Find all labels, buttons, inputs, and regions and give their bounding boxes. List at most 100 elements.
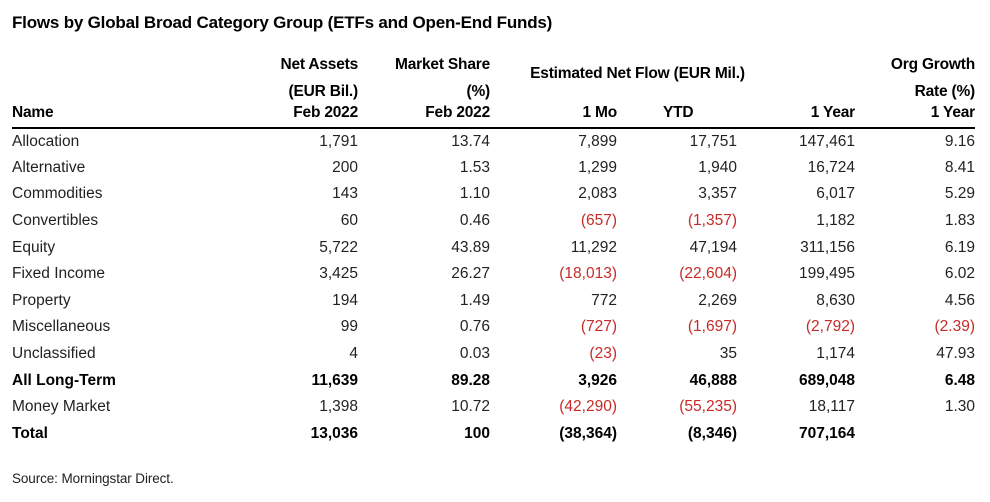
cell-flow-1year: 6,017: [816, 185, 855, 203]
cell-market-share: 43.89: [451, 238, 490, 256]
cell-flow-1year: 1,174: [816, 345, 855, 363]
header-spacer: [12, 74, 232, 101]
cell-org-growth-rate: 1.83: [944, 212, 975, 230]
col-header-net-assets-date: Feb 2022: [232, 101, 358, 129]
cell-flow-1mo: 1,299: [578, 158, 617, 176]
table-row: Fixed Income 3,425 26.27 (18,013) (22,60…: [12, 261, 975, 288]
table-row: Alternative 200 1.53 1,299 1,940 16,724 …: [12, 155, 975, 182]
cell-org-growth-rate: 5.29: [944, 185, 975, 203]
row-category-name: Fixed Income: [12, 265, 106, 283]
row-category-name: Equity: [12, 238, 56, 256]
cell-org-growth-rate: 6.48: [944, 371, 975, 389]
cell-flow-1year: 311,156: [800, 238, 855, 256]
cell-org-growth-rate: 6.19: [944, 238, 975, 256]
cell-flow-ytd: 1,940: [698, 158, 737, 176]
cell-market-share: 1.10: [459, 185, 490, 203]
cell-org-growth-rate: 8.41: [944, 158, 975, 176]
table-row: Money Market 1,398 10.72 (42,290) (55,23…: [12, 394, 975, 421]
row-category-name: Allocation: [12, 132, 80, 150]
cell-flow-ytd: 46,888: [689, 371, 737, 389]
col-header-flow-1mo: 1 Mo: [490, 101, 617, 129]
cell-flow-1year: 1,182: [816, 212, 855, 230]
table-row: Property 194 1.49 772 2,269 8,630 4.56: [12, 288, 975, 315]
cell-market-share: 1.49: [459, 291, 490, 309]
cell-org-growth-rate: 47.93: [936, 345, 975, 363]
flows-table: Net Assets Market Share Estimated Net Fl…: [12, 47, 975, 447]
row-category-name: Unclassified: [12, 345, 96, 363]
cell-org-growth-rate: 1.30: [944, 398, 975, 416]
row-category-name: Convertibles: [12, 212, 99, 230]
cell-flow-1mo: 772: [591, 291, 617, 309]
row-category-name: Miscellaneous: [12, 318, 111, 336]
cell-net-assets: 1,398: [319, 398, 358, 416]
col-header-market-share-line2: (%): [466, 83, 490, 100]
cell-net-assets: 5,722: [319, 238, 358, 256]
cell-market-share: 26.27: [451, 265, 490, 283]
table-row: Convertibles 60 0.46 (657) (1,357) 1,182…: [12, 208, 975, 235]
cell-net-assets: 60: [340, 212, 358, 230]
cell-flow-1mo: (23): [589, 345, 617, 363]
cell-net-assets: 4: [349, 345, 358, 363]
col-header-name: Name: [12, 101, 232, 129]
cell-org-growth-rate: 9.16: [944, 132, 975, 150]
table-row: Commodities 143 1.10 2,083 3,357 6,017 5…: [12, 181, 975, 208]
cell-market-share: 89.28: [451, 371, 490, 389]
table-row: Unclassified 4 0.03 (23) 35 1,174 47.93: [12, 341, 975, 368]
cell-flow-1year: 8,630: [816, 291, 855, 309]
cell-flow-ytd: 47,194: [689, 238, 737, 256]
cell-flow-ytd: 2,269: [698, 291, 737, 309]
cell-flow-1year: 18,117: [808, 398, 855, 416]
row-category-name: Commodities: [12, 185, 103, 203]
cell-flow-ytd: (22,604): [679, 265, 737, 283]
cell-flow-1mo: 11,292: [570, 238, 617, 256]
col-header-market-share-date: Feb 2022: [358, 101, 490, 129]
cell-net-assets: 11,639: [311, 371, 358, 389]
row-category-name: Alternative: [12, 158, 86, 176]
cell-flow-ytd: 35: [719, 345, 737, 363]
cell-flow-1mo: (657): [580, 212, 617, 230]
cell-market-share: 0.03: [459, 345, 490, 363]
cell-market-share: 13.74: [451, 132, 490, 150]
col-header-org-growth-line2: Rate (%): [914, 83, 976, 100]
cell-flow-ytd: (1,697): [687, 318, 737, 336]
col-header-net-assets-line2: (EUR Bil.): [288, 83, 359, 100]
table-header: Net Assets Market Share Estimated Net Fl…: [12, 47, 976, 129]
cell-flow-1mo: (727): [580, 318, 617, 336]
cell-market-share: 100: [464, 424, 490, 442]
cell-flow-1year: (2,792): [805, 318, 855, 336]
col-header-market-share-line1: Market Share: [395, 56, 490, 73]
cell-net-assets: 13,036: [310, 424, 358, 442]
cell-net-assets: 143: [332, 185, 358, 203]
cell-flow-1mo: 7,899: [578, 132, 617, 150]
table-row: Total 13,036 100 (38,364) (8,346) 707,16…: [12, 421, 975, 448]
cell-flow-1year: 689,048: [798, 371, 855, 389]
table-row: All Long-Term 11,639 89.28 3,926 46,888 …: [12, 367, 975, 394]
table-body: Allocation 1,791 13.74 7,899 17,751 147,…: [12, 128, 975, 447]
cell-flow-1mo: 3,926: [578, 371, 617, 389]
row-category-name: Money Market: [12, 398, 111, 416]
row-category-name: All Long-Term: [12, 371, 116, 389]
col-header-flow-1year: 1 Year: [737, 101, 855, 129]
cell-market-share: 0.76: [459, 318, 490, 336]
source-note: Source: Morningstar Direct.: [12, 471, 174, 487]
cell-flow-1mo: (18,013): [559, 265, 617, 283]
cell-flow-1year: 707,164: [798, 424, 855, 442]
cell-market-share: 0.46: [459, 212, 490, 230]
cell-flow-1mo: (38,364): [559, 424, 617, 442]
header-spacer: [12, 47, 232, 74]
cell-market-share: 10.72: [451, 398, 490, 416]
table-row: Allocation 1,791 13.74 7,899 17,751 147,…: [12, 128, 975, 155]
cell-net-assets: 194: [332, 291, 358, 309]
cell-flow-1year: 147,461: [798, 132, 855, 150]
cell-flow-ytd: (1,357): [687, 212, 737, 230]
col-header-net-assets-line1: Net Assets: [280, 56, 358, 73]
col-header-flow-group: Estimated Net Flow (EUR Mil.): [530, 65, 745, 82]
row-category-name: Property: [12, 291, 71, 309]
cell-net-assets: 1,791: [319, 132, 358, 150]
cell-flow-ytd: (55,235): [679, 398, 737, 416]
col-header-flow-ytd: YTD: [617, 101, 737, 129]
cell-net-assets: 3,425: [319, 265, 358, 283]
cell-flow-1year: 199,495: [798, 265, 855, 283]
cell-org-growth-rate: 4.56: [944, 291, 975, 309]
